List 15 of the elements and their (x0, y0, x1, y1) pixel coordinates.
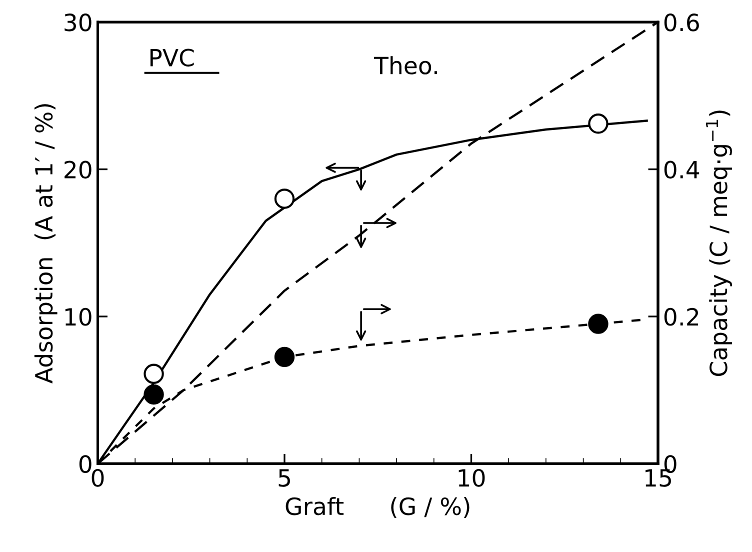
y-axis-title: Adsorption (A at 1′ / %) (34, 104, 58, 384)
y-tick-label: 10 (65, 308, 92, 326)
y-tick-label: 0 (79, 455, 92, 473)
x-tick-label: 0 (92, 468, 104, 487)
y2-tick-label: 0.4 (664, 160, 700, 179)
x-tick-label: 5 (278, 469, 290, 487)
text: Theo. (374, 56, 437, 74)
y-tick-label: 20 (64, 160, 92, 179)
y2-tick-label: 0.6 (664, 14, 699, 32)
y2-axis-title: Capacity (C / meq·g$^{−1}$) (706, 110, 732, 376)
y-tick-label: 30 (64, 14, 92, 32)
x-axis-title: Graft (G / %) (286, 496, 470, 518)
x-tick-label: 10 (458, 468, 485, 487)
y2-tick-label: 0.2 (664, 308, 698, 326)
annotation: PVC (150, 48, 194, 67)
